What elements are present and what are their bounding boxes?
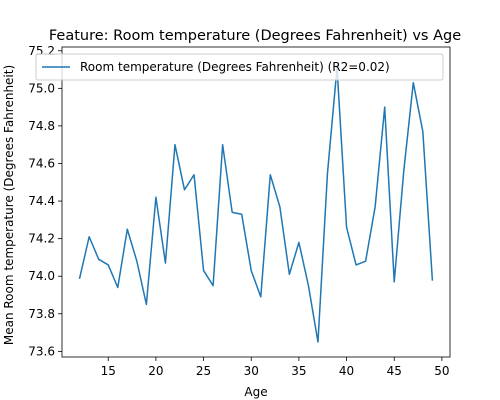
x-tick-label: 15 — [101, 364, 116, 378]
x-axis-label: Age — [244, 385, 267, 399]
plot-frame — [61, 46, 451, 358]
x-tick-label: 25 — [196, 364, 211, 378]
legend: Room temperature (Degrees Fahrenheit) (R… — [35, 53, 444, 81]
x-tick-label: 45 — [387, 364, 402, 378]
y-axis-label: Mean Room temperature (Degrees Fahrenhei… — [2, 65, 16, 345]
x-tick-label: 20 — [148, 364, 163, 378]
series-line-0 — [78, 66, 434, 343]
x-tick-label: 30 — [244, 364, 259, 378]
x-tick-label: 35 — [291, 364, 306, 378]
y-tick-label: 74.8 — [28, 119, 55, 133]
x-axis: 15 20 25 30 35 40 45 50 — [101, 357, 450, 378]
y-tick-label: 74.6 — [28, 156, 55, 170]
y-tick-label: 75.0 — [28, 81, 55, 95]
x-tick-label: 50 — [434, 364, 449, 378]
x-tick-label: 40 — [339, 364, 354, 378]
y-tick-label: 73.8 — [28, 307, 55, 321]
y-tick-label: 74.0 — [28, 269, 55, 283]
y-tick-label: 74.4 — [28, 194, 55, 208]
chart-title: Feature: Room temperature (Degrees Fahre… — [49, 28, 461, 44]
legend-box — [35, 53, 444, 81]
y-tick-label: 74.2 — [28, 232, 55, 246]
y-tick-label: 73.6 — [28, 344, 55, 358]
legend-label: Room temperature (Degrees Fahrenheit) (R… — [80, 60, 390, 74]
plot-area — [61, 46, 451, 358]
